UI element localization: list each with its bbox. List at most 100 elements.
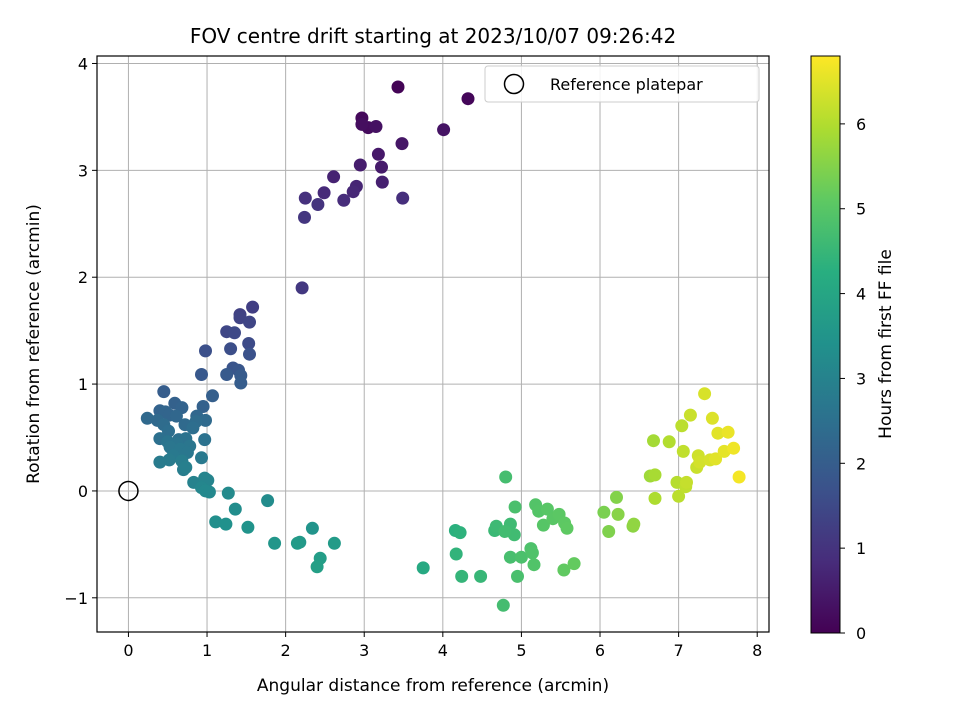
- x-tick-label: 4: [438, 641, 448, 660]
- data-point: [698, 387, 712, 401]
- data-point: [693, 455, 707, 469]
- data-point: [353, 158, 367, 172]
- x-tick-label: 5: [516, 641, 526, 660]
- data-point: [662, 435, 676, 449]
- data-point: [243, 347, 256, 361]
- data-point: [391, 80, 405, 94]
- data-point: [305, 521, 319, 535]
- data-point: [369, 120, 383, 133]
- data-point: [540, 502, 554, 516]
- colorbar-label: Hours from first FF file: [876, 249, 896, 439]
- data-point: [474, 569, 488, 583]
- data-point: [298, 210, 311, 224]
- data-point: [647, 434, 660, 448]
- data-point: [298, 191, 312, 205]
- data-point: [648, 468, 662, 482]
- data-point: [157, 385, 171, 399]
- data-point: [202, 485, 216, 499]
- data-point: [199, 413, 212, 427]
- data-point: [648, 491, 662, 505]
- data-points: [140, 80, 746, 612]
- colorbar-tick-label: 5: [856, 200, 866, 219]
- data-point: [527, 558, 541, 572]
- data-point: [675, 419, 689, 433]
- data-point: [461, 92, 475, 106]
- data-point: [453, 526, 467, 540]
- data-point: [498, 525, 512, 538]
- data-point: [355, 117, 369, 131]
- chart-title: FOV centre drift starting at 2023/10/07 …: [190, 24, 676, 48]
- x-tick-label: 1: [202, 641, 212, 660]
- data-point: [536, 518, 550, 532]
- y-tick-label: 3: [78, 161, 88, 180]
- y-axis-ticks: −1 0 1 2 3 4: [64, 54, 97, 608]
- data-point: [375, 160, 388, 174]
- x-tick-label: 8: [752, 641, 762, 660]
- data-point: [721, 425, 735, 439]
- data-point: [195, 451, 208, 465]
- data-point: [234, 376, 248, 390]
- x-axis-label: Angular distance from reference (arcmin): [257, 676, 609, 696]
- data-point: [169, 409, 183, 423]
- data-point: [627, 517, 641, 531]
- colorbar-tick-label: 0: [856, 624, 866, 643]
- data-point: [683, 408, 697, 422]
- colorbar-gradient: [810, 55, 841, 634]
- data-point: [395, 137, 409, 151]
- data-point: [198, 433, 212, 447]
- y-tick-label: 0: [78, 482, 88, 501]
- data-point: [371, 147, 385, 161]
- data-point: [514, 550, 528, 564]
- data-point: [610, 490, 623, 504]
- data-point: [228, 326, 241, 340]
- data-point: [311, 198, 325, 211]
- colorbar: 0 1 2 3 4 5 6 Hours from first FF file: [810, 55, 896, 643]
- data-point: [416, 561, 430, 575]
- legend-entry-reference: Reference platepar: [550, 75, 703, 94]
- legend-marker-reference-icon: [503, 73, 525, 95]
- data-point: [560, 521, 574, 535]
- data-point: [525, 546, 539, 560]
- data-point: [709, 452, 723, 466]
- data-point: [246, 300, 260, 314]
- y-tick-label: 1: [78, 375, 88, 394]
- data-point: [711, 426, 725, 440]
- data-point: [295, 281, 309, 295]
- data-point: [196, 400, 210, 413]
- reference-marker: [118, 480, 139, 502]
- data-point: [242, 337, 256, 350]
- data-point: [396, 191, 410, 205]
- data-point: [186, 421, 200, 435]
- data-point: [327, 170, 341, 184]
- data-point: [290, 536, 304, 550]
- x-tick-label: 0: [123, 641, 133, 660]
- data-point: [268, 536, 282, 550]
- colorbar-tick-label: 3: [856, 369, 866, 388]
- data-point: [310, 560, 324, 574]
- data-point: [567, 557, 581, 571]
- colorbar-tick-label: 4: [856, 285, 866, 304]
- data-point: [597, 505, 611, 519]
- data-point: [140, 411, 154, 425]
- data-point: [195, 368, 208, 381]
- data-point: [705, 411, 719, 425]
- data-point: [437, 123, 451, 137]
- data-point: [243, 315, 256, 329]
- data-point: [261, 494, 275, 508]
- data-point: [672, 489, 686, 503]
- data-point: [162, 424, 175, 438]
- data-point: [511, 569, 524, 583]
- data-point: [179, 460, 193, 474]
- data-point: [680, 475, 693, 489]
- data-point: [602, 525, 616, 538]
- data-point: [153, 455, 167, 469]
- data-point: [241, 520, 255, 534]
- x-tick-label: 7: [674, 641, 684, 660]
- data-point: [327, 536, 341, 550]
- data-point: [496, 598, 510, 612]
- data-point: [557, 563, 571, 577]
- data-point: [611, 507, 625, 521]
- colorbar-tick-label: 1: [856, 539, 866, 558]
- x-axis-ticks: 0 1 2 3 4 5 6 7 8: [123, 632, 762, 660]
